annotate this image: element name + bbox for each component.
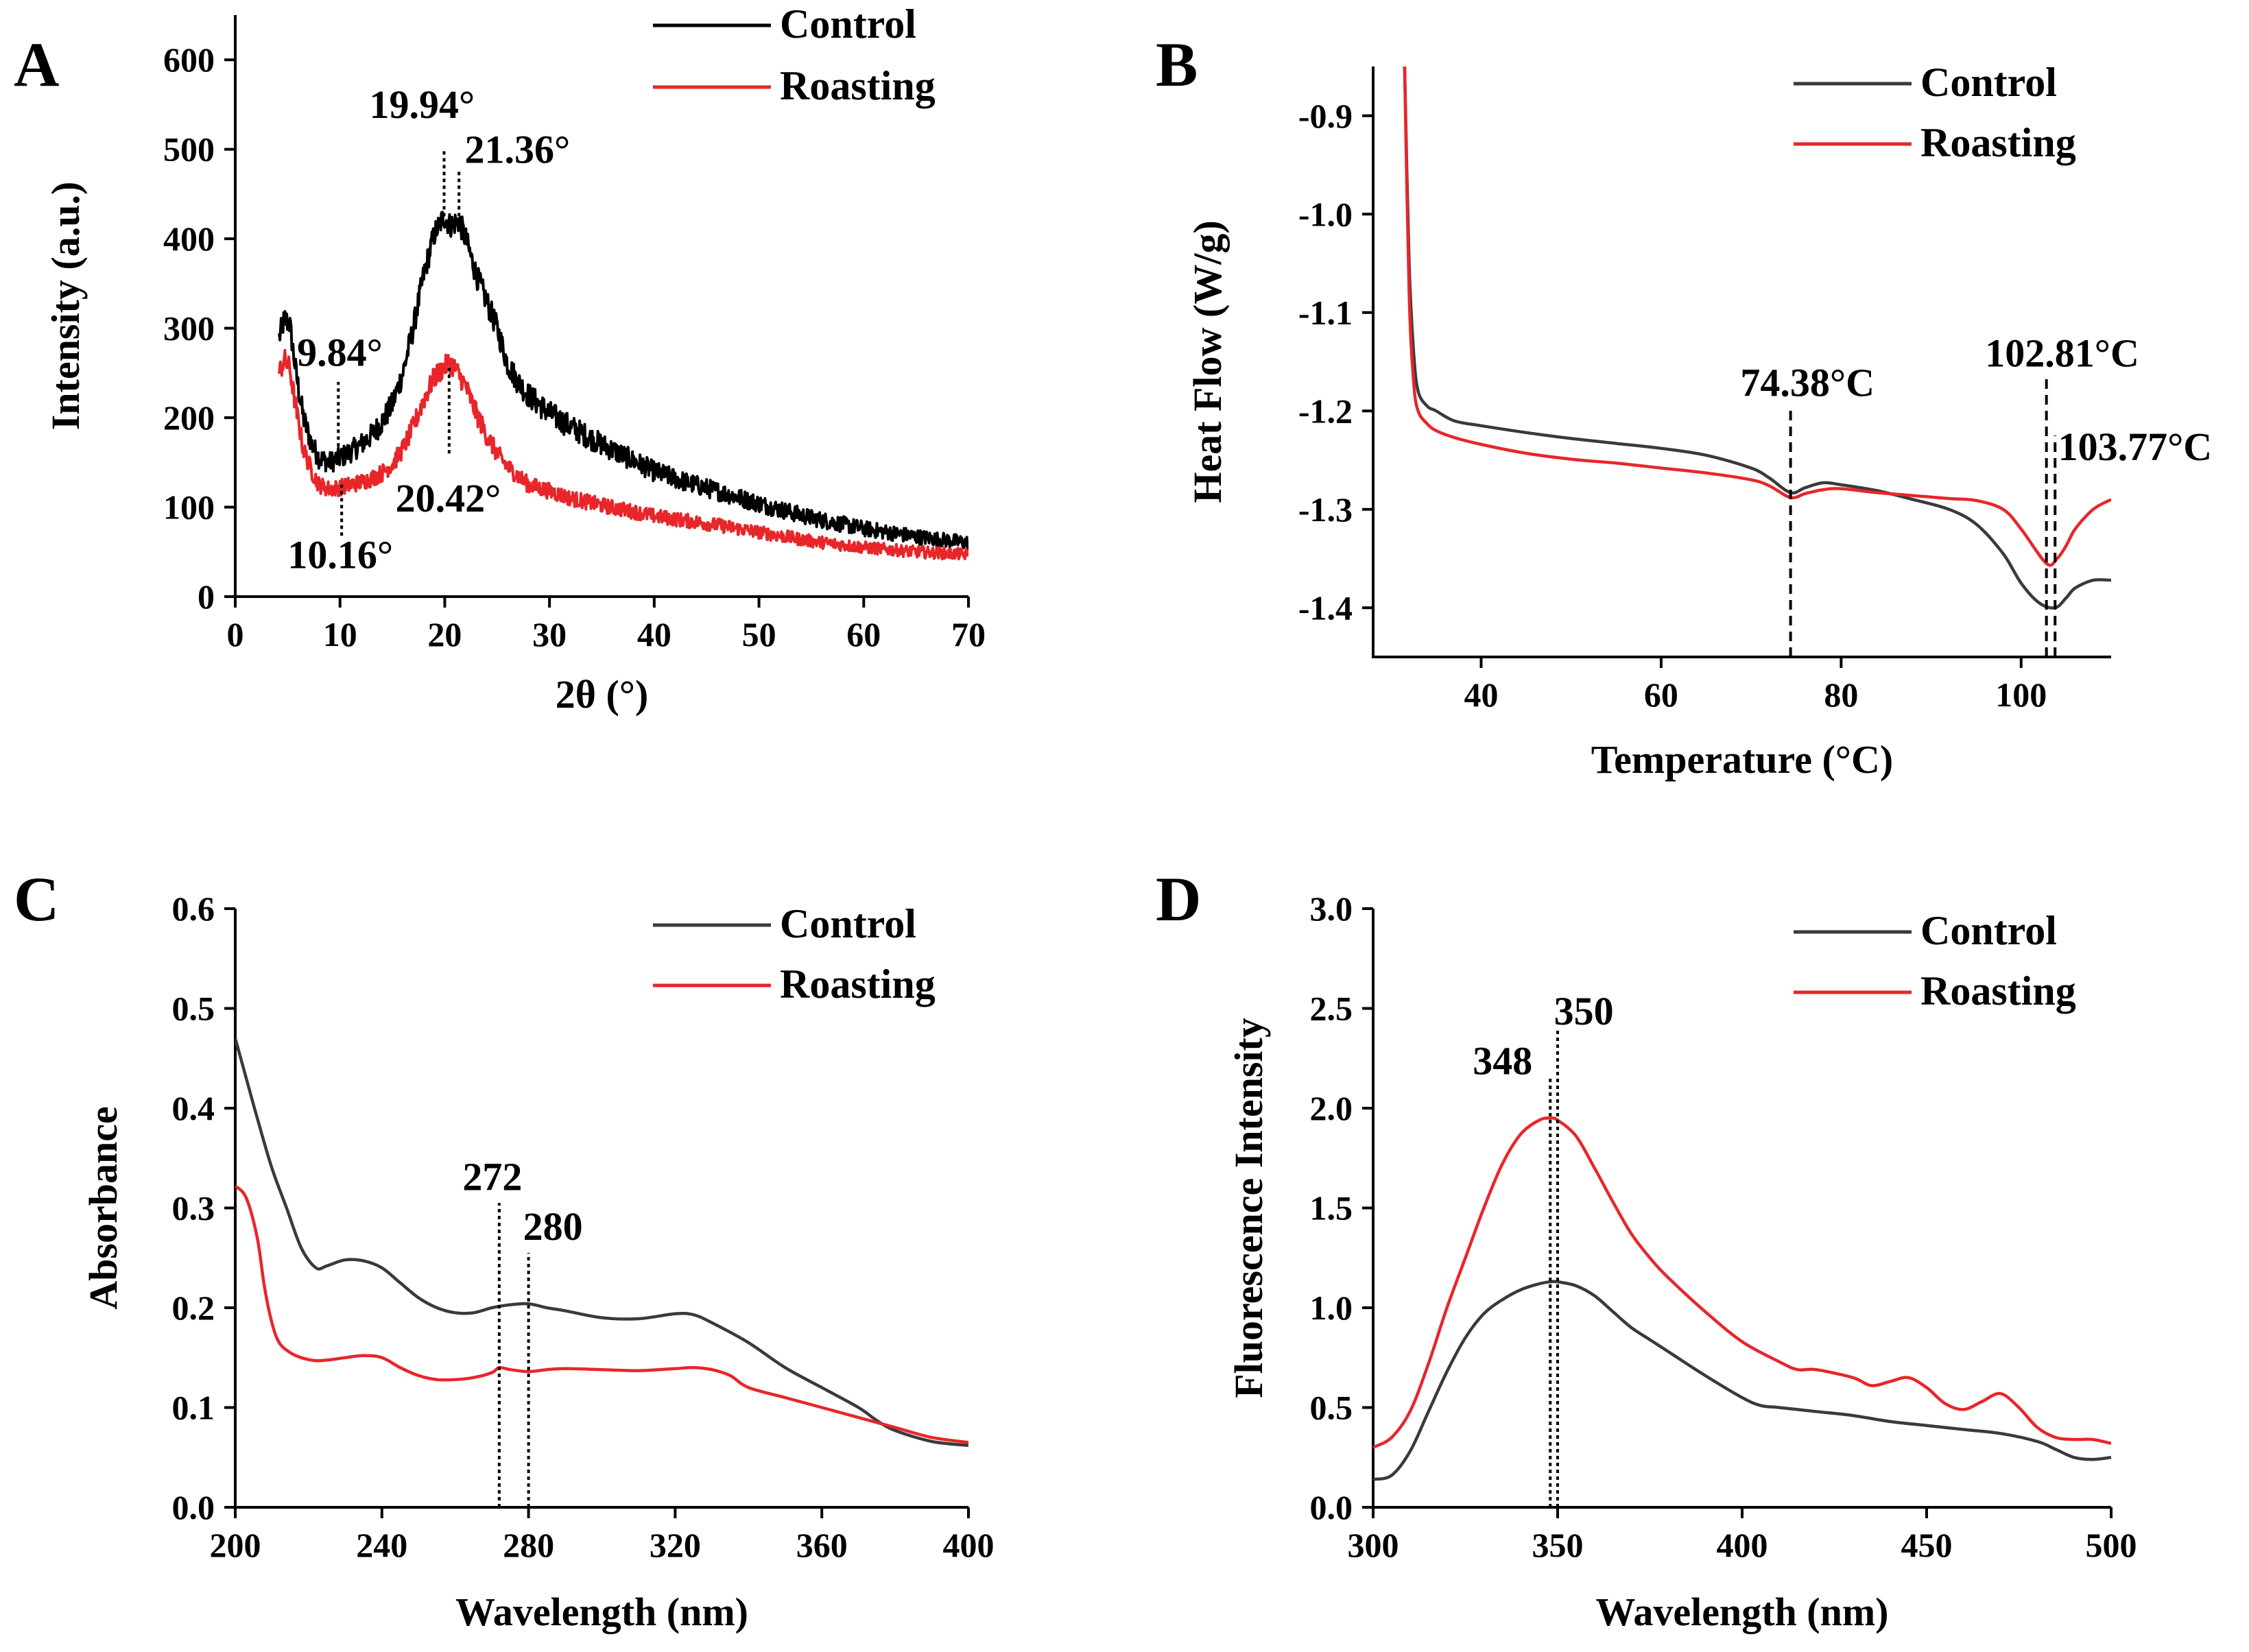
x-tick-label: 20: [427, 615, 462, 654]
y-tick-label: 0.4: [172, 1089, 215, 1127]
y-tick-label: 2.0: [1310, 1089, 1353, 1127]
y-tick-label: 0.1: [172, 1389, 215, 1427]
y-tick-label: -1.4: [1298, 588, 1353, 627]
series-line-control: [1373, 1280, 2111, 1481]
y-tick-label: 3.0: [1310, 889, 1353, 928]
series-line-roasting: [278, 348, 968, 561]
series-line-control: [278, 211, 968, 551]
annotation-label: 10.16°: [287, 532, 393, 577]
series-line-roasting: [235, 1184, 968, 1444]
y-tick-label: 0.5: [172, 990, 215, 1028]
x-tick-label: 0: [227, 615, 244, 654]
x-tick-label: 450: [1901, 1526, 1953, 1564]
x-tick-label: 40: [1464, 675, 1498, 714]
y-tick-label: 300: [163, 309, 215, 348]
x-axis-label: Temperature (°C): [1591, 737, 1893, 782]
y-tick-label: 1.5: [1310, 1189, 1353, 1228]
x-tick-label: 300: [1348, 1526, 1399, 1564]
legend-label-control: Control: [1920, 60, 2057, 105]
series-line-roasting: [1373, 1116, 2111, 1449]
x-tick-label: 350: [1532, 1526, 1584, 1564]
annotation-label: 20.42°: [396, 476, 501, 520]
y-tick-label: 0.3: [172, 1189, 215, 1228]
x-tick-label: 70: [951, 615, 986, 654]
y-tick-label: 2.5: [1310, 990, 1353, 1028]
x-tick-label: 60: [1644, 675, 1678, 714]
x-tick-label: 240: [356, 1526, 407, 1564]
y-tick-label: -1.0: [1298, 195, 1353, 233]
x-axis-label: 2θ (°): [556, 672, 649, 717]
annotation-label: 21.36°: [464, 127, 570, 171]
legend-label-control: Control: [1920, 908, 2057, 953]
y-tick-label: 1.0: [1310, 1289, 1353, 1327]
annotation-label: 348: [1473, 1039, 1532, 1084]
y-axis-label: Heat Flow (W/g): [1185, 220, 1230, 503]
y-tick-label: 100: [163, 488, 215, 527]
y-axis-label: Intensity (a.u.): [43, 182, 88, 431]
annotation-label: 19.94°: [369, 82, 475, 127]
panel-c: C 200 240 280 320 360 400 0.0 0.1 0.2 0.3 0.4 0.5 0.6…: [14, 864, 995, 1634]
x-tick-label: 60: [846, 615, 881, 654]
legend-label-roasting: Roasting: [1920, 968, 2076, 1014]
panel-letter: B: [1156, 29, 1198, 99]
annotation-label: 103.77°C: [2058, 424, 2213, 469]
y-tick-label: 400: [163, 219, 215, 258]
y-tick-label: 200: [163, 398, 215, 437]
y-tick-label: 0.5: [1310, 1389, 1353, 1427]
y-tick-label: 0: [198, 577, 215, 616]
x-tick-label: 400: [943, 1526, 995, 1564]
y-tick-label: -1.3: [1298, 490, 1353, 529]
annotation-label: 9.84°: [297, 330, 383, 374]
y-axis-label: Absorbance: [81, 1106, 126, 1309]
panel-d: D 300 350 400 450 500 0.0 0.5 1.0 1.5 2.0 2.5 3.0 Wav…: [1156, 864, 2137, 1634]
y-tick-label: -1.2: [1298, 392, 1353, 430]
x-tick-label: 500: [2086, 1526, 2137, 1564]
annotation-label: 272: [462, 1154, 522, 1199]
legend-label-roasting: Roasting: [780, 961, 936, 1007]
y-tick-label: -0.9: [1298, 97, 1353, 135]
x-tick-label: 200: [210, 1526, 261, 1564]
panel-letter: C: [14, 864, 59, 934]
x-tick-label: 10: [323, 615, 357, 654]
x-tick-label: 40: [637, 615, 671, 654]
series-line-control: [235, 1038, 968, 1448]
legend-label-control: Control: [780, 901, 916, 946]
y-axis-label: Fluorescence Intensity: [1226, 1018, 1271, 1398]
x-tick-label: 50: [742, 615, 776, 654]
x-tick-label: 360: [796, 1526, 848, 1564]
y-tick-label: 0.0: [172, 1488, 215, 1527]
series-line-roasting: [1403, 66, 2111, 567]
panel-letter: A: [14, 29, 59, 99]
y-tick-label: 0.2: [172, 1289, 215, 1327]
y-tick-label: 500: [163, 130, 215, 169]
panel-a: A 0 10 20 30 40 50 60 70 0 100 200 300 400 500 600 2θ (°…: [14, 1, 986, 717]
y-tick-label: 0.6: [172, 889, 215, 928]
y-tick-label: 600: [163, 40, 215, 79]
x-tick-label: 100: [1995, 675, 2047, 714]
x-tick-label: 80: [1824, 675, 1858, 714]
x-tick-label: 280: [503, 1526, 554, 1564]
y-tick-label: -1.1: [1298, 294, 1353, 332]
annotation-label: 74.38°C: [1740, 361, 1875, 405]
legend-label-roasting: Roasting: [780, 63, 936, 108]
x-tick-label: 400: [1717, 1526, 1768, 1564]
annotation-label: 102.81°C: [1985, 331, 2139, 376]
x-tick-label: 30: [532, 615, 567, 654]
annotation-label: 280: [523, 1204, 583, 1249]
legend-label-roasting: Roasting: [1920, 120, 2076, 165]
series-line-control: [1403, 66, 2111, 610]
x-tick-label: 320: [650, 1526, 701, 1564]
y-tick-label: 0.0: [1310, 1488, 1353, 1527]
panel-letter: D: [1156, 864, 1201, 934]
annotation-label: 350: [1554, 989, 1614, 1033]
x-axis-label: Wavelength (nm): [1596, 1590, 1889, 1634]
legend-label-control: Control: [780, 1, 916, 47]
panel-b: B 40 60 80 100 -0.9 -1.0 -1.1 -1.2 -1.3 -1.4 Temper…: [1156, 29, 2212, 782]
x-axis-label: Wavelength (nm): [455, 1590, 748, 1634]
